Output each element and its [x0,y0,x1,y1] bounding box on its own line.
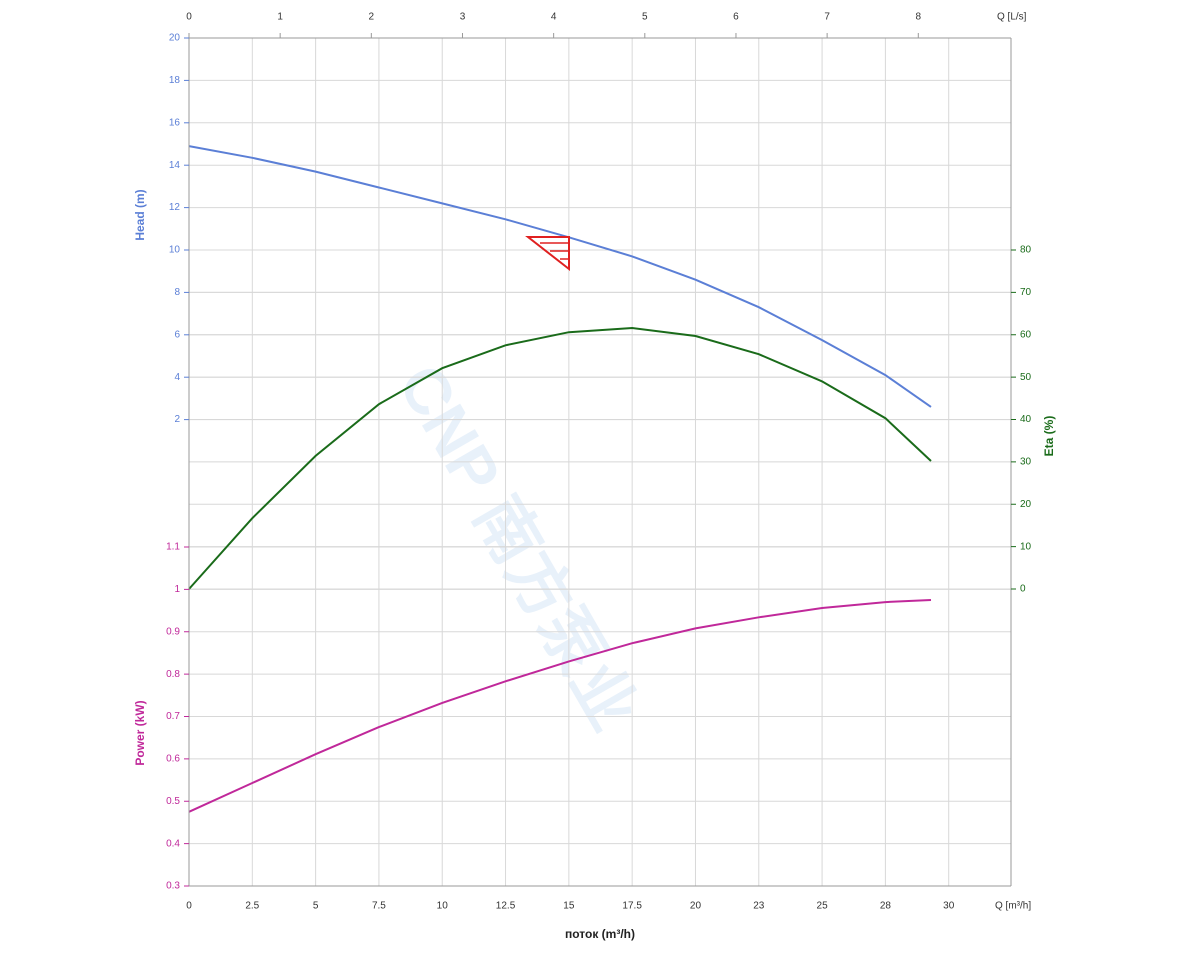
x2-tick-label: 3 [460,12,466,23]
head-tick-label: 4 [174,372,180,383]
x2-tick-label: 4 [551,12,557,23]
head-tick-label: 6 [174,329,180,340]
power-axis-title: Power (kW) [133,700,147,765]
x-tick-label: 10 [437,901,449,912]
x2-tick-label: 1 [277,12,283,23]
curves [188,145,932,813]
power-tick-label: 0.3 [166,881,180,892]
x-axis-title: поток (m³/h) [565,927,635,941]
head-tick-label: 20 [169,33,181,44]
x-tick-label: 0 [186,901,192,912]
duty-point [525,236,570,272]
x-tick-label: 30 [943,901,955,912]
head-tick-label: 2 [174,414,180,425]
x-unit-label: Q [m³/h] [995,901,1031,912]
power-tick-label: 1.1 [166,542,180,553]
x-tick-label: 7.5 [372,901,386,912]
x-tick-label: 12.5 [496,901,516,912]
curve [188,326,932,590]
eta-tick-label: 80 [1020,245,1032,256]
power-tick-label: 1 [174,584,180,595]
power-tick-label: 0.5 [166,796,180,807]
eta-tick-label: 70 [1020,287,1032,298]
x-tick-label: 5 [313,901,319,912]
head-tick-label: 16 [169,117,181,128]
x-tick-label: 25 [817,901,829,912]
x2-tick-label: 2 [369,12,375,23]
eta-tick-label: 30 [1020,457,1032,468]
eta-tick-label: 50 [1020,372,1032,383]
head-axis-title: Head (m) [133,189,147,240]
head-tick-label: 10 [169,245,181,256]
curve [188,145,932,408]
eta-axis-title: Eta (%) [1042,416,1056,457]
power-tick-label: 0.7 [166,711,180,722]
x2-tick-label: 8 [916,12,922,23]
power-tick-label: 0.8 [166,669,180,680]
power-tick-label: 0.4 [166,838,180,849]
curve [188,599,932,813]
eta-tick-label: 60 [1020,329,1032,340]
grid [188,37,1011,887]
x2-tick-label: 5 [642,12,648,23]
x2-unit-label: Q [L/s] [997,12,1027,23]
eta-tick-label: 40 [1020,414,1032,425]
x2-tick-label: 6 [733,12,739,23]
x-tick-label: 23 [753,901,765,912]
eta-tick-label: 20 [1020,499,1032,510]
x-tick-label: 15 [563,901,575,912]
eta-tick-label: 0 [1020,584,1026,595]
x-tick-label: 17.5 [622,901,642,912]
head-tick-label: 12 [169,202,181,213]
x-tick-label: 20 [690,901,702,912]
head-tick-label: 14 [169,160,181,171]
eta-tick-label: 10 [1020,541,1032,552]
head-tick-label: 18 [169,75,181,86]
head-tick-label: 8 [174,287,180,298]
power-tick-label: 0.9 [166,626,180,637]
power-tick-label: 0.6 [166,754,180,765]
x2-tick-label: 0 [186,12,192,23]
x-tick-label: 2.5 [245,901,259,912]
x2-tick-label: 7 [824,12,830,23]
x-tick-label: 28 [880,901,892,912]
